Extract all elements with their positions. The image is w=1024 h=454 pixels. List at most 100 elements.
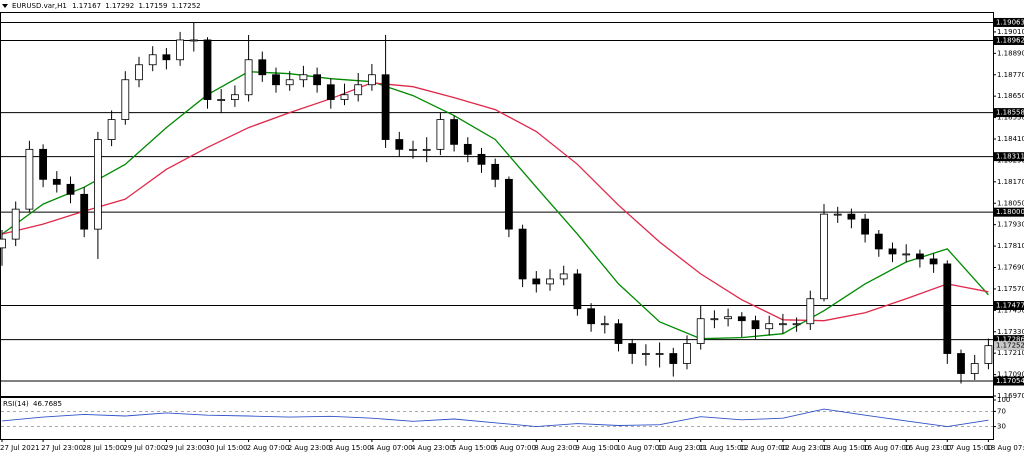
rsi-title: RSI(14) 46.7685 [3,400,62,408]
candle-body [436,119,445,150]
y-tick-label: 1.16970 [997,392,1024,400]
bar-low: 1.17159 [138,2,167,10]
y-tick-label: 1.17210 [997,349,1024,357]
level-label-bg [994,17,1024,27]
current-price-bg [994,341,1024,351]
x-tick-label: 12 Aug 07:00 [740,444,787,452]
candle-body [587,308,595,325]
candle-body [52,178,61,185]
candle-body [628,343,637,354]
candle-body [272,74,280,86]
x-tick-label: 16 Aug 07:00 [863,444,910,452]
x-tick-label: 4 Aug 23:00 [411,444,454,452]
y-tick-label: 1.18530 [997,114,1024,122]
candle-body [39,148,47,180]
moving-average [1,82,989,322]
y-tick-label: 1.18650 [997,92,1024,100]
candle-body [381,74,390,140]
candle-body [121,79,130,120]
level-label: 1.17286 [996,336,1024,344]
candle-body [861,218,869,235]
candle-body [559,273,568,280]
candle-body [820,213,828,300]
candle-body [916,253,924,260]
candle-body [970,363,979,374]
candle-body [244,59,253,96]
x-tick-label: 29 Jul 07:00 [123,444,165,452]
x-tick-label: 10 Aug 23:00 [658,444,705,452]
candle-body [25,148,34,210]
candle-body [669,353,678,364]
candle-body [655,353,664,355]
level-label-bg [994,108,1024,118]
level-label: 1.18962 [996,36,1024,44]
x-tick-label: 9 Aug 15:00 [575,444,618,452]
chart-header: EURUSD.var,H1 1.17167 1.17292 1.17159 1.… [12,2,201,10]
candle-body [929,258,938,265]
rsi-frame [0,397,994,440]
price-frame [0,12,994,397]
level-label-bg [994,335,1024,345]
x-tick-label: 16 Aug 23:00 [904,444,951,452]
x-tick-label: 18 Aug 07:00 [986,444,1024,452]
candle-body [573,273,582,310]
candle-body [189,39,198,42]
menu-arrow[interactable] [2,4,8,8]
candle-body [66,183,75,195]
bar-high: 1.17292 [105,2,134,10]
level-label-bg [994,35,1024,45]
x-tick-label: 13 Aug 15:00 [822,444,869,452]
candle-body [546,278,554,285]
x-tick-label: 8 Aug 23:00 [534,444,577,452]
candle-body [902,253,911,256]
bar-open: 1.17167 [72,2,101,10]
candle-body [11,208,20,240]
x-tick-label: 27 Jul 23:00 [41,444,83,452]
bar-close: 1.17252 [172,2,201,10]
x-tick-label: 29 Jul 23:00 [164,444,206,452]
candle-body [806,298,815,325]
level-label: 1.18558 [996,109,1024,117]
candle-body [230,94,239,100]
y-tick-label: 70 [997,407,1006,415]
level-label-bg [994,207,1024,217]
candle-body [600,323,609,326]
candle-body [203,39,212,100]
candle-body [463,143,472,155]
candle-body [642,353,650,355]
level-label: 1.17054 [996,377,1024,385]
level-label-bg [994,376,1024,386]
candle-body [532,278,541,285]
y-tick-label: 1.18170 [997,178,1024,186]
x-tick-label: 3 Aug 15:00 [329,444,372,452]
rsi-name: RSI(14) [3,400,29,408]
candle-body [450,119,459,145]
candle-body [751,320,760,330]
x-tick-label: 5 Aug 15:00 [452,444,495,452]
x-tick-label: 2 Aug 23:00 [288,444,331,452]
candle-body [258,59,267,76]
x-tick-label: 17 Aug 15:00 [945,444,992,452]
candle-body [833,213,842,216]
candle-body [80,193,89,230]
candle-body [340,94,349,100]
level-label: 1.17477 [996,302,1024,310]
candle-body [984,345,993,364]
candle-body [409,148,417,151]
candle-body [217,99,226,101]
candle-body [847,213,856,220]
candle-body [504,178,513,230]
x-tick-label: 6 Aug 07:00 [493,444,536,452]
x-tick-label: 12 Aug 23:00 [781,444,828,452]
y-tick-label: 1.17930 [997,221,1024,229]
candle-body [518,228,527,280]
x-tick-label: 2 Aug 07:00 [247,444,290,452]
y-tick-label: 1.17330 [997,328,1024,336]
candle-body [94,139,102,230]
candle-body [354,84,363,96]
candle-body [957,353,965,374]
candle-body [326,84,335,100]
candle-body [724,316,732,320]
